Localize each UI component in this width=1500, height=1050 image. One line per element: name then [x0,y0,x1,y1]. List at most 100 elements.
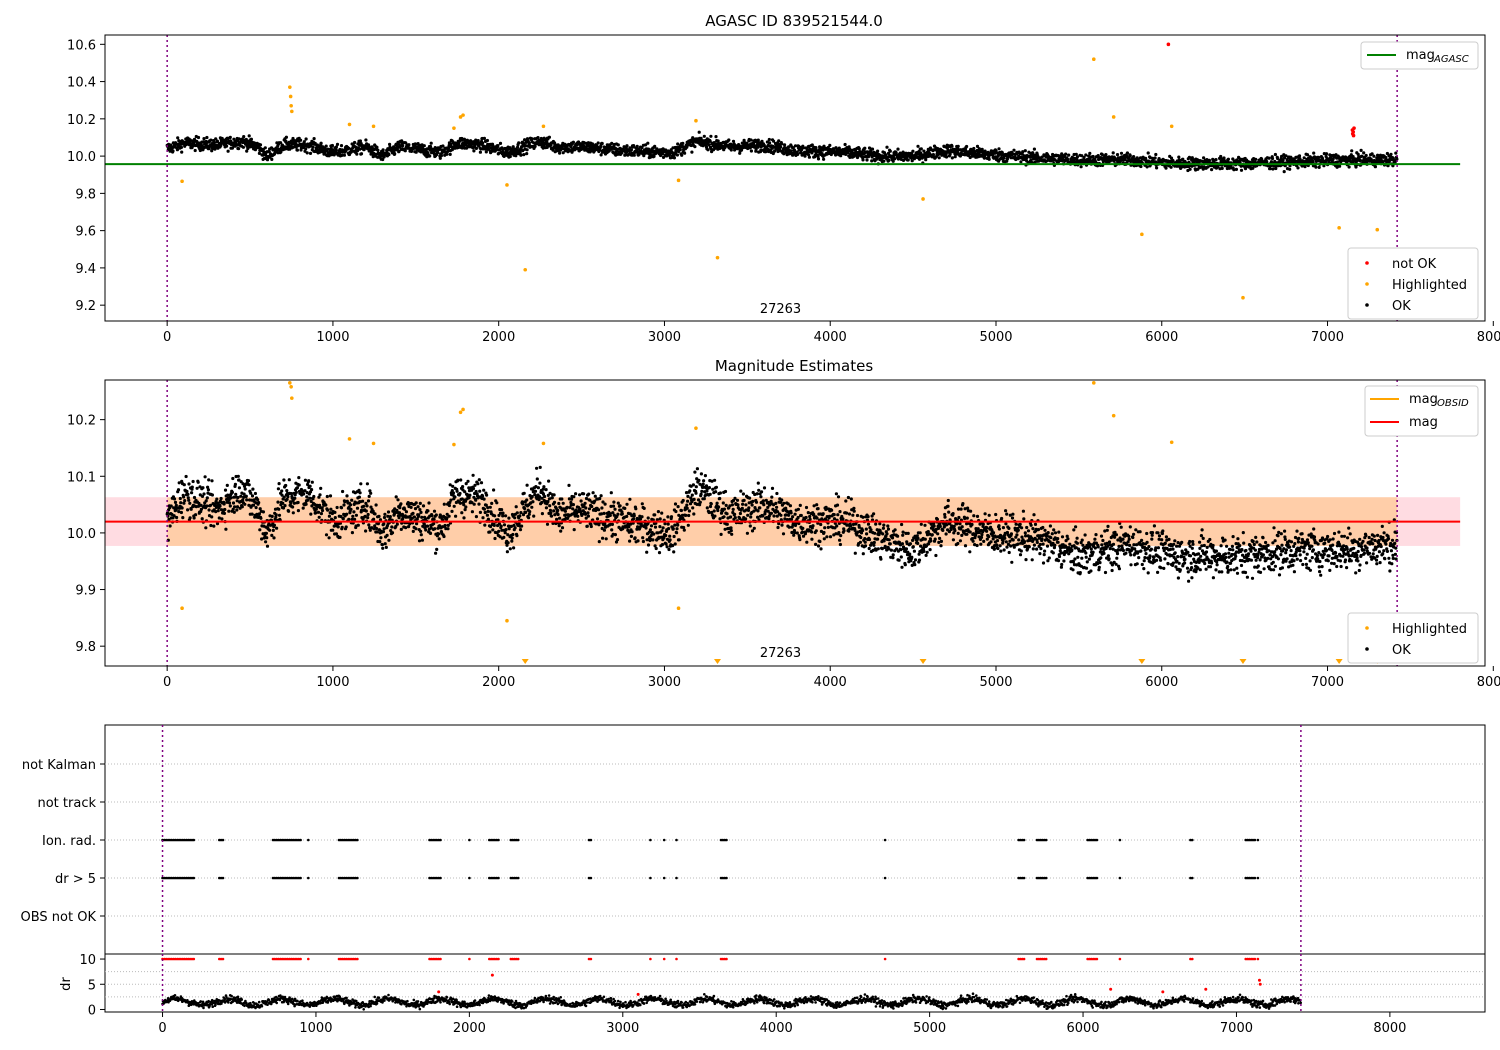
dr-spike-point [1257,978,1261,982]
y-tick-label: 10.0 [67,150,96,165]
plot-area [105,35,1461,321]
ok-points [165,465,1399,583]
flag-row-label: not Kalman [22,758,96,773]
axes-frame [104,34,1486,322]
highlighted-point [1111,413,1116,418]
highlighted-point [288,94,293,99]
dr-spike-point [1258,982,1262,986]
y-tick-label: 5 [88,978,96,993]
highlighted-point [676,178,681,183]
y-tick-label: 9.2 [75,299,96,314]
highlighted-point [1140,232,1144,237]
x-tick-label: 4000 [814,330,847,345]
x-tick-label: 0 [163,330,171,345]
highlighted-point [505,618,509,623]
flag-row-label: Ion. rad. [42,834,96,849]
not-ok-point [1352,126,1356,130]
legend-label: Highlighted [1392,622,1467,637]
flag-row-label: OBS not OK [21,910,97,925]
highlighted-point [461,113,465,117]
x-tick-label: 7000 [1311,675,1344,690]
legend-box [1347,247,1479,320]
x-tick-label: 7000 [1220,1021,1253,1036]
legend-label: mag [1409,415,1438,430]
legend-label: Highlighted [1392,278,1467,293]
legend-marker [1365,303,1369,307]
highlighted-point [288,381,292,385]
dr-axis-label: dr [59,977,74,991]
legend-label: OK [1392,643,1411,658]
highlighted-point [1375,227,1380,232]
x-tick-label: 8000 [1373,1021,1406,1036]
highlighted-point [452,442,456,447]
legend-marker [1365,282,1369,286]
highlighted-point [290,109,294,114]
highlighted-point [715,255,720,260]
highlighted-point [541,441,546,446]
highlighted-point [1111,115,1116,119]
y-tick-label: 10.6 [67,38,96,53]
magnitude-estimates-panel: 0 1000 2000 3000 4000 5000 6000 7000 8000 9.8 9.9 1… [67,379,1500,690]
highlighted-point [290,396,294,400]
highlighted-point [1091,381,1096,385]
highlighted-point [541,124,546,129]
dr-spike-point [437,990,441,994]
y-tick-label: 9.4 [75,262,96,277]
highlighted-point [1091,57,1096,62]
flags-panel: not Kalman not track Ion. rad. dr > 5 OBS no… [21,724,1486,955]
x-tick-label: 2000 [482,330,515,345]
dr-spike-point [636,992,640,996]
y-tick-label: 9.8 [75,640,96,655]
highlighted-point [289,104,293,108]
dr-spike-point [490,973,494,977]
legend-label: not OK [1392,257,1437,272]
legend-label: mag [1409,392,1438,407]
y-tick-label: 10.0 [67,527,96,542]
y-tick-label: 9.6 [75,225,96,240]
legend-subscript: OBSID [1437,398,1469,409]
y-tick-label: 10.4 [67,76,96,91]
not-ok-point [1166,42,1171,47]
x-tick-label: 1000 [299,1021,332,1036]
plot-area [105,380,1461,666]
highlighted-point [347,122,352,127]
y-tick-label: 10.2 [67,113,96,128]
highlighted-point [921,197,925,201]
x-tick-label: 6000 [1066,1021,1099,1036]
flag-row-label: dr > 5 [55,872,96,887]
below-range-marker [521,659,529,664]
legend-label: OK [1392,299,1411,314]
highlighted-point [461,407,465,412]
x-tick-label: 8000 [1477,330,1500,345]
highlighted-point [452,126,456,130]
x-tick-label: 0 [158,1021,166,1036]
observation-count: 27263 [760,302,801,317]
not-ok-point [1351,130,1356,134]
legend-marker [1365,261,1369,265]
legend-box [1347,612,1479,664]
highlighted-point [523,267,528,272]
legend-marker [1365,626,1369,630]
observation-count: 27263 [760,646,801,661]
x-tick-label: 8000 [1477,675,1500,690]
dr-points [161,992,1303,1011]
x-tick-label: 2000 [453,1021,486,1036]
not-ok-point [1351,133,1356,138]
below-range-marker [714,659,722,664]
x-tick-label: 6000 [1145,330,1178,345]
x-tick-label: 1000 [316,675,349,690]
highlighted-point [1169,124,1174,129]
highlighted-point [347,437,352,441]
x-tick-label: 5000 [913,1021,946,1036]
legend-marker [1365,647,1369,651]
x-tick-label: 5000 [979,675,1012,690]
highlighted-point [1169,440,1174,445]
x-tick-label: 0 [163,675,171,690]
x-tick-label: 3000 [606,1021,639,1036]
axes-frame [104,379,1486,667]
highlighted-point [1337,226,1341,230]
x-tick-label: 5000 [979,330,1012,345]
y-tick-label: 0 [88,1003,96,1018]
flag-row-label: not track [37,796,96,811]
